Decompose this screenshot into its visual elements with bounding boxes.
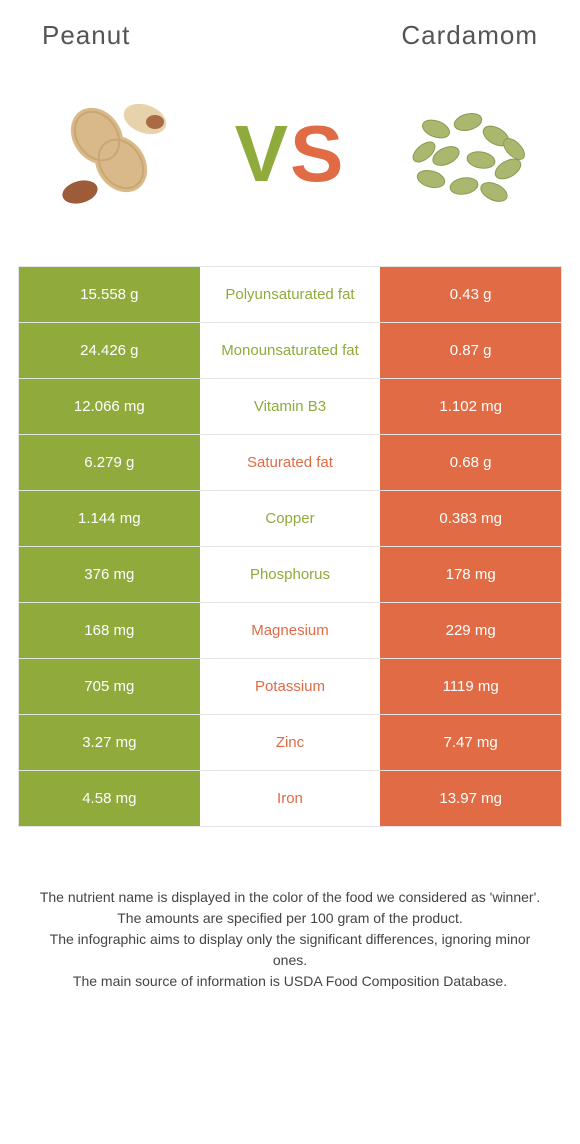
left-value-cell: 168 mg xyxy=(19,603,200,658)
right-value-cell: 1.102 mg xyxy=(380,379,561,434)
left-food-title: Peanut xyxy=(42,20,130,51)
table-row: 6.279 gSaturated fat0.68 g xyxy=(19,435,561,491)
right-value-cell: 1119 mg xyxy=(380,659,561,714)
left-value-cell: 6.279 g xyxy=(19,435,200,490)
nutrient-name-cell: Magnesium xyxy=(200,603,381,658)
vs-letter-s: S xyxy=(290,108,345,200)
table-row: 24.426 gMonounsaturated fat0.87 g xyxy=(19,323,561,379)
right-value-cell: 229 mg xyxy=(380,603,561,658)
hero-row: VS xyxy=(12,61,568,266)
left-value-cell: 12.066 mg xyxy=(19,379,200,434)
right-value-cell: 0.68 g xyxy=(380,435,561,490)
nutrient-comparison-table: 15.558 gPolyunsaturated fat0.43 g24.426 … xyxy=(18,266,562,827)
table-row: 3.27 mgZinc7.47 mg xyxy=(19,715,561,771)
header-row: Peanut Cardamom xyxy=(12,20,568,61)
cardamom-image xyxy=(383,71,548,236)
right-value-cell: 0.383 mg xyxy=(380,491,561,546)
nutrient-name-cell: Iron xyxy=(200,771,381,826)
nutrient-name-cell: Saturated fat xyxy=(200,435,381,490)
nutrient-name-cell: Copper xyxy=(200,491,381,546)
left-value-cell: 24.426 g xyxy=(19,323,200,378)
right-value-cell: 178 mg xyxy=(380,547,561,602)
footnote-line: The nutrient name is displayed in the co… xyxy=(34,887,546,908)
nutrient-name-cell: Vitamin B3 xyxy=(200,379,381,434)
footnotes: The nutrient name is displayed in the co… xyxy=(12,827,568,992)
right-value-cell: 0.43 g xyxy=(380,267,561,322)
nutrient-name-cell: Zinc xyxy=(200,715,381,770)
left-value-cell: 3.27 mg xyxy=(19,715,200,770)
nutrient-name-cell: Monounsaturated fat xyxy=(200,323,381,378)
table-row: 376 mgPhosphorus178 mg xyxy=(19,547,561,603)
left-value-cell: 1.144 mg xyxy=(19,491,200,546)
left-value-cell: 15.558 g xyxy=(19,267,200,322)
left-value-cell: 376 mg xyxy=(19,547,200,602)
nutrient-name-cell: Potassium xyxy=(200,659,381,714)
table-row: 168 mgMagnesium229 mg xyxy=(19,603,561,659)
nutrient-name-cell: Polyunsaturated fat xyxy=(200,267,381,322)
right-value-cell: 0.87 g xyxy=(380,323,561,378)
nutrient-name-cell: Phosphorus xyxy=(200,547,381,602)
right-food-title: Cardamom xyxy=(401,20,538,51)
footnote-line: The infographic aims to display only the… xyxy=(34,929,546,971)
table-row: 705 mgPotassium1119 mg xyxy=(19,659,561,715)
footnote-line: The main source of information is USDA F… xyxy=(34,971,546,992)
table-row: 12.066 mgVitamin B31.102 mg xyxy=(19,379,561,435)
vs-letter-v: V xyxy=(235,108,290,200)
table-row: 15.558 gPolyunsaturated fat0.43 g xyxy=(19,267,561,323)
table-row: 4.58 mgIron13.97 mg xyxy=(19,771,561,827)
table-row: 1.144 mgCopper0.383 mg xyxy=(19,491,561,547)
footnote-line: The amounts are specified per 100 gram o… xyxy=(34,908,546,929)
peanut-image xyxy=(32,71,197,236)
vs-label: VS xyxy=(235,108,346,200)
right-value-cell: 13.97 mg xyxy=(380,771,561,826)
left-value-cell: 4.58 mg xyxy=(19,771,200,826)
right-value-cell: 7.47 mg xyxy=(380,715,561,770)
left-value-cell: 705 mg xyxy=(19,659,200,714)
